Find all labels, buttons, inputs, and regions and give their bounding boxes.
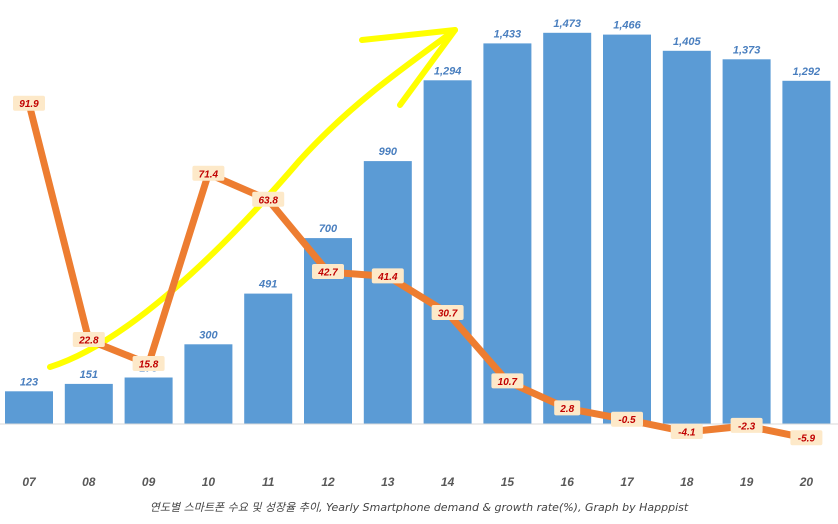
bar-value-label-16: 1,473 (553, 18, 581, 30)
growth-value-08: 22.8 (78, 336, 99, 347)
growth-label-bg (730, 417, 763, 433)
growth-label-bg (13, 95, 45, 111)
growth-label-18: -4.1 (670, 424, 703, 439)
bar-value-label-15: 1,433 (494, 28, 522, 40)
growth-value-13: 41.4 (377, 272, 398, 283)
bar-08 (64, 383, 113, 424)
growth-label-bg (790, 430, 823, 446)
trend-arrowhead-annotation (359, 27, 458, 108)
bar-value-label-12: 700 (319, 223, 338, 235)
bar-value-label-11: 491 (258, 279, 277, 291)
bar-17 (603, 34, 651, 424)
bar-18 (662, 50, 711, 425)
x-tick-20: 20 (799, 475, 814, 489)
growth-label-bg (132, 356, 165, 371)
growth-label-15: 10.7 (491, 373, 524, 389)
growth-label-17: -0.5 (611, 411, 643, 427)
growth-label-13: 41.4 (371, 268, 404, 284)
x-tick-09: 09 (142, 475, 156, 489)
growth-label-09: 15.8 (132, 356, 165, 371)
growth-label-12: 42.7 (312, 264, 344, 279)
growth-label-bg (371, 268, 404, 284)
bar-19 (722, 59, 771, 425)
growth-label-07: 91.9 (13, 95, 45, 111)
x-tick-15: 15 (501, 475, 515, 489)
bar-value-label-08: 151 (80, 369, 98, 381)
growth-label-11: 63.8 (252, 191, 285, 207)
bar-labels: 1231511753004917009901,2941,4331,4731,46… (20, 18, 821, 388)
growth-value-17: -0.5 (618, 415, 636, 426)
growth-label-14: 30.7 (431, 305, 464, 320)
growth-value-15: 10.7 (498, 377, 518, 388)
x-tick-16: 16 (561, 475, 575, 489)
growth-label-20: -5.9 (790, 430, 823, 446)
x-tick-14: 14 (441, 475, 455, 489)
x-tick-12: 12 (321, 475, 335, 489)
growth-rate-labels: 91.9 22.8 15.8 71.4 63.8 42.7 41.4 30.7 10.7 2.8 -… (13, 95, 823, 446)
growth-label-bg (72, 332, 105, 347)
growth-label-bg (554, 400, 581, 416)
bar-14 (423, 80, 472, 425)
bar-value-label-13: 990 (379, 146, 398, 158)
trend-arrow-annotation (47, 27, 458, 370)
growth-value-11: 63.8 (258, 195, 278, 206)
bar-16 (543, 32, 592, 425)
bar-value-label-20: 1,292 (793, 66, 821, 78)
growth-label-bg (252, 191, 285, 207)
bar-11 (244, 293, 293, 424)
bar-09 (124, 377, 173, 424)
bar-value-label-18: 1,405 (673, 36, 701, 48)
growth-label-19: -2.3 (730, 417, 763, 433)
growth-label-10: 71.4 (192, 165, 225, 181)
bar-value-label-10: 300 (199, 329, 218, 341)
growth-label-bg (491, 373, 524, 389)
x-tick-17: 17 (620, 475, 635, 489)
growth-value-20: -5.9 (798, 434, 816, 445)
growth-value-19: -2.3 (738, 421, 756, 432)
growth-label-bg (431, 305, 464, 320)
bar-value-label-19: 1,373 (733, 44, 761, 56)
growth-value-10: 71.4 (199, 169, 219, 180)
growth-label-16: 2.8 (554, 400, 581, 416)
growth-value-07: 91.9 (19, 99, 39, 110)
bar-value-label-07: 123 (20, 376, 38, 388)
chart-caption: 연도별 스마트폰 수요 및 성장율 추이, Yearly Smartphone … (149, 501, 689, 514)
growth-value-16: 2.8 (559, 404, 574, 415)
x-tick-07: 07 (22, 475, 37, 489)
bar-07 (5, 391, 53, 424)
x-tick-11: 11 (262, 475, 275, 489)
growth-value-18: -4.1 (678, 428, 696, 439)
x-axis-ticks: 07 08 09 10 11 12 13 14 15 16 17 18 19 20 (22, 475, 813, 489)
bar-20 (782, 80, 831, 425)
x-tick-10: 10 (202, 475, 216, 489)
bar-value-label-14: 1,294 (434, 65, 462, 77)
x-tick-18: 18 (680, 475, 694, 489)
bar-series (5, 32, 831, 425)
growth-label-bg (192, 165, 225, 181)
bar-10 (184, 344, 233, 424)
growth-value-14: 30.7 (438, 309, 458, 320)
growth-value-12: 42.7 (317, 268, 338, 279)
x-tick-13: 13 (381, 475, 395, 489)
growth-value-09: 15.8 (139, 360, 159, 371)
growth-label-bg (670, 424, 703, 439)
bar-value-label-17: 1,466 (613, 20, 641, 32)
growth-label-08: 22.8 (72, 332, 105, 347)
x-tick-08: 08 (82, 475, 96, 489)
growth-label-bg (611, 411, 643, 427)
x-tick-19: 19 (740, 475, 754, 489)
growth-label-bg (312, 264, 344, 279)
bar-13 (363, 161, 412, 424)
